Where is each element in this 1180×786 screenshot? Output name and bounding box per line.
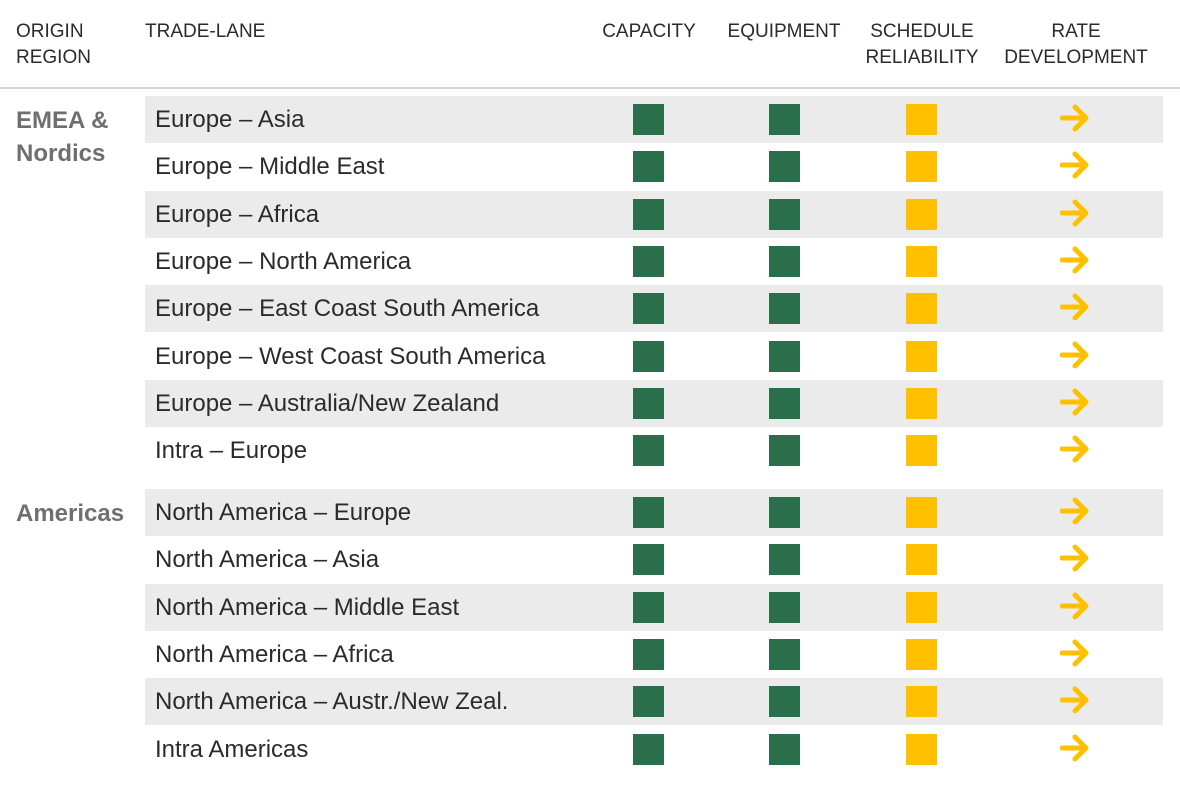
equipment-indicator (769, 293, 800, 325)
schedule-reliability-indicator (906, 591, 937, 623)
schedule-reliability-indicator (906, 638, 937, 670)
equipment-indicator (769, 686, 800, 718)
schedule-reliability-indicator (906, 497, 937, 528)
arrow-right-icon (1059, 496, 1092, 526)
arrow-right-icon (1059, 733, 1092, 763)
capacity-indicator (633, 591, 664, 623)
equipment-indicator (769, 151, 800, 183)
schedule-reliability-indicator (906, 387, 937, 419)
schedule-reliability-indicator (906, 544, 937, 576)
table-row: North America – Africa (145, 631, 1163, 678)
header-rate-development: RATE DEVELOPMENT (1004, 21, 1148, 68)
trade-lane-label: Intra Americas (155, 735, 309, 763)
header-schedule-reliability: SCHEDULE RELIABILITY (865, 21, 979, 68)
arrow-right-icon (1059, 245, 1092, 275)
trade-lane-label: North America – Austr./New Zeal. (155, 688, 509, 716)
table-row: Europe – East Coast South America (145, 285, 1163, 333)
trade-lane-label: Europe – Africa (155, 200, 320, 228)
region-label: EMEA & Nordics (16, 107, 109, 167)
table-row: North America – Europe (145, 489, 1163, 536)
arrow-right-icon (1059, 638, 1092, 668)
capacity-indicator (633, 686, 664, 718)
arrow-right-icon (1059, 543, 1092, 573)
table-row: Intra – Europe (145, 427, 1163, 474)
capacity-indicator (633, 104, 664, 135)
schedule-reliability-indicator (906, 293, 937, 325)
capacity-indicator (633, 638, 664, 670)
trade-lane-label: Intra – Europe (155, 437, 308, 465)
equipment-indicator (769, 638, 800, 670)
region-label: Americas (16, 500, 125, 527)
arrow-right-icon (1059, 387, 1092, 417)
header-capacity: CAPACITY (602, 21, 696, 42)
equipment-indicator (769, 387, 800, 419)
schedule-reliability-indicator (906, 151, 937, 183)
equipment-indicator (769, 198, 800, 230)
table-row: Europe – West Coast South America (145, 333, 1163, 380)
table-row: Europe – Australia/New Zealand (145, 379, 1163, 427)
trade-lane-label: Europe – North America (155, 247, 412, 275)
header-origin-region: ORIGIN REGION (16, 21, 91, 68)
arrow-right-icon (1059, 103, 1092, 133)
trade-lane-label: North America – Asia (155, 546, 380, 574)
trade-lane-label: Europe – Middle East (155, 153, 385, 181)
trade-lane-label: Europe – Asia (155, 106, 305, 133)
equipment-indicator (769, 340, 800, 372)
arrow-right-icon (1059, 591, 1092, 621)
trade-lane-label: Europe – Australia/New Zealand (155, 389, 500, 417)
schedule-reliability-indicator (906, 435, 937, 467)
capacity-indicator (633, 387, 664, 419)
equipment-indicator (769, 544, 800, 576)
table-row: Europe – Africa (145, 190, 1163, 238)
arrow-right-icon (1059, 685, 1092, 715)
header-equipment: EQUIPMENT (727, 21, 841, 42)
capacity-indicator (633, 340, 664, 372)
equipment-indicator (769, 245, 800, 277)
table-row: North America – Middle East (145, 583, 1163, 631)
header-trade-lane: TRADE-LANE (145, 21, 266, 42)
capacity-indicator (633, 245, 664, 277)
schedule-reliability-indicator (906, 733, 937, 765)
schedule-reliability-indicator (906, 198, 937, 230)
table-row: North America – Austr./New Zeal. (145, 678, 1163, 726)
table-row: Intra Americas (145, 726, 1163, 773)
table-row: Europe – North America (145, 238, 1163, 285)
schedule-reliability-indicator (906, 245, 937, 277)
arrow-right-icon (1059, 150, 1092, 180)
equipment-indicator (769, 733, 800, 765)
arrow-right-icon (1059, 292, 1092, 322)
arrow-right-icon (1059, 340, 1092, 370)
capacity-indicator (633, 151, 664, 183)
arrow-right-icon (1059, 198, 1092, 228)
schedule-reliability-indicator (906, 686, 937, 718)
capacity-indicator (633, 293, 664, 325)
trade-lane-label: North America – Africa (155, 640, 394, 668)
capacity-indicator (633, 198, 664, 230)
capacity-indicator (633, 544, 664, 576)
capacity-indicator (633, 733, 664, 765)
table-row: North America – Asia (145, 536, 1163, 583)
table-row: Europe – Middle East (145, 143, 1163, 190)
table-row: Europe – Asia (145, 96, 1163, 143)
arrow-right-icon (1059, 434, 1092, 464)
table-header: ORIGIN REGION TRADE-LANE CAPACITY EQUIPM… (0, 0, 1180, 89)
equipment-indicator (769, 435, 800, 467)
equipment-indicator (769, 591, 800, 623)
equipment-indicator (769, 104, 800, 135)
trade-lane-label: North America – Middle East (155, 593, 460, 621)
capacity-indicator (633, 497, 664, 528)
schedule-reliability-indicator (906, 104, 937, 135)
trade-lane-label: North America – Europe (155, 499, 412, 526)
capacity-indicator (633, 435, 664, 467)
equipment-indicator (769, 497, 800, 528)
trade-lane-label: Europe – East Coast South America (155, 295, 540, 323)
header-divider (0, 87, 1180, 89)
schedule-reliability-indicator (906, 340, 937, 372)
trade-lane-label: Europe – West Coast South America (155, 342, 546, 370)
